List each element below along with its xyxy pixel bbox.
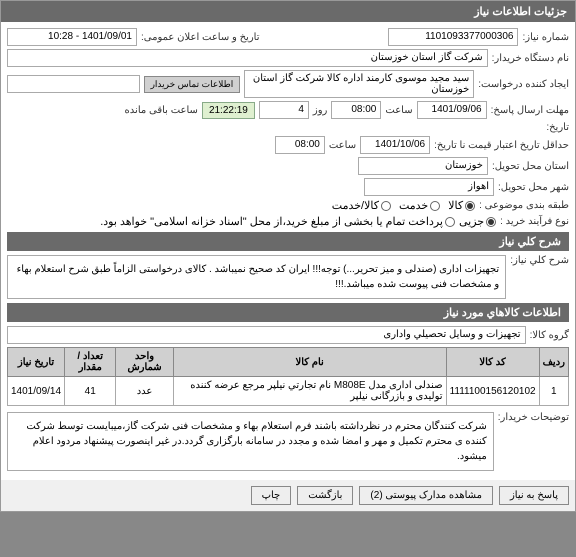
requester-field: سید مجید موسوی کارمند اداره کالا شرکت گا… xyxy=(244,70,474,98)
cell-unit: عدد xyxy=(116,377,173,406)
row-requester: ایجاد کننده درخواست: سید مجید موسوی کارم… xyxy=(7,70,569,98)
attachments-button[interactable]: مشاهده مدارک پیوستی (2) xyxy=(359,486,493,505)
row-category: طبقه بندی موضوعی : کالا خدمت کالا/خدمت xyxy=(7,199,569,212)
radio-goods-service[interactable]: کالا/خدمت xyxy=(332,199,391,212)
deadline-date-field: 1401/09/06 xyxy=(417,101,487,119)
row-city: شهر محل تحویل: اهواز xyxy=(7,178,569,196)
buyer-label: نام دستگاه خریدار: xyxy=(492,53,569,64)
radio-process-full[interactable]: پرداخت تمام یا بخشی از مبلغ خرید،از محل … xyxy=(100,215,455,228)
history-label: تاریخ: xyxy=(546,122,569,133)
goods-table: ردیف کد کالا نام کالا واحد شمارش تعداد /… xyxy=(7,347,569,406)
button-row: پاسخ به نیاز مشاهده مدارک پیوستی (2) باز… xyxy=(1,480,575,511)
main-panel: جزئیات اطلاعات نیاز شماره نیاز: 11010933… xyxy=(0,0,576,512)
row-province: استان محل تحویل: خوزستان xyxy=(7,157,569,175)
reply-button[interactable]: پاسخ به نیاز xyxy=(499,486,569,505)
province-label: استان محل تحویل: xyxy=(492,161,569,172)
cell-qty: 41 xyxy=(65,377,116,406)
row-process: نوع فرآیند خرید : جزیی پرداخت تمام یا بخ… xyxy=(7,215,569,228)
need-number-label: شماره نیاز: xyxy=(522,32,569,43)
radio-goods-service-label: کالا/خدمت xyxy=(332,199,379,212)
province-field: خوزستان xyxy=(358,157,488,175)
deadline-day-field: 4 xyxy=(259,101,309,119)
print-button[interactable]: چاپ xyxy=(251,486,292,505)
cell-row-num: 1 xyxy=(539,377,568,406)
col-date: تاریخ نیاز xyxy=(8,348,65,377)
radio-partial-label: جزیی xyxy=(459,215,484,228)
radio-dot-goods-service xyxy=(381,201,391,211)
contact-info-button[interactable]: اطلاعات تماس خریدار xyxy=(144,76,241,93)
price-valid-label: حداقل تاریخ اعتبار قیمت نا تاریخ: xyxy=(434,140,569,151)
row-buyer-notes: توضیحات خریدار: شرکت کنندگان محترم در نظ… xyxy=(7,412,569,471)
city-label: شهر محل تحویل: xyxy=(498,182,569,193)
row-price-valid: حداقل تاریخ اعتبار قیمت نا تاریخ: 1401/1… xyxy=(7,136,569,154)
contact-empty-field xyxy=(7,75,140,93)
panel-body: شماره نیاز: 1101093377000306 تاریخ و ساع… xyxy=(1,22,575,480)
table-header-row: ردیف کد کالا نام کالا واحد شمارش تعداد /… xyxy=(8,348,569,377)
desc-section-header: شرح کلي نیاز xyxy=(7,232,569,251)
row-desc: شرح کلي نیاز: تجهیزات اداری (صندلی و میز… xyxy=(7,255,569,299)
requester-label: ایجاد کننده درخواست: xyxy=(478,79,569,90)
buyer-notes-label: توضیحات خریدار: xyxy=(498,412,569,423)
countdown-timer: 21:22:19 xyxy=(202,102,255,119)
goods-group-field: تجهیزات و وسایل تحصیلي واداری xyxy=(7,326,526,344)
price-valid-hour-field: 08:00 xyxy=(275,136,325,154)
row-deadline: مهلت ارسال پاسخ: 1401/09/06 ساعت 08:00 ر… xyxy=(7,101,569,119)
goods-section-header: اطلاعات کالاهاي مورد نیاز xyxy=(7,303,569,322)
radio-dot-service xyxy=(430,201,440,211)
deadline-hour-field: 08:00 xyxy=(331,101,381,119)
cell-date: 1401/09/14 xyxy=(8,377,65,406)
panel-header: جزئیات اطلاعات نیاز xyxy=(1,1,575,22)
desc-text: تجهیزات اداری (صندلی و میز تحریر...) توج… xyxy=(7,255,506,299)
price-valid-date-field: 1401/10/06 xyxy=(360,136,430,154)
radio-dot-partial xyxy=(486,217,496,227)
col-code: کد کالا xyxy=(446,348,539,377)
radio-service-label: خدمت xyxy=(399,199,428,212)
price-valid-hour-label: ساعت xyxy=(329,140,356,151)
cell-name: صندلی اداری مدل M808E نام تجارتي نیلپر م… xyxy=(173,377,446,406)
table-row[interactable]: 1 1111100156120102 صندلی اداری مدل M808E… xyxy=(8,377,569,406)
back-button[interactable]: بازگشت xyxy=(297,486,353,505)
announce-date-label: تاریخ و ساعت اعلان عمومی: xyxy=(141,32,260,43)
col-qty: تعداد / مقدار xyxy=(65,348,116,377)
row-need-number: شماره نیاز: 1101093377000306 تاریخ و ساع… xyxy=(7,28,569,46)
deadline-hour-label: ساعت xyxy=(385,105,412,116)
row-history: تاریخ: xyxy=(7,122,569,133)
cell-code: 1111100156120102 xyxy=(446,377,539,406)
row-goods-group: گروه کالا: تجهیزات و وسایل تحصیلي واداری xyxy=(7,326,569,344)
deadline-label: مهلت ارسال پاسخ: xyxy=(491,105,569,116)
process-label: نوع فرآیند خرید : xyxy=(500,216,569,227)
radio-goods[interactable]: کالا xyxy=(448,199,475,212)
radio-service[interactable]: خدمت xyxy=(399,199,440,212)
col-name: نام کالا xyxy=(173,348,446,377)
deadline-day-label: روز xyxy=(313,105,328,116)
radio-dot-full xyxy=(445,217,455,227)
radio-full-label: پرداخت تمام یا بخشی از مبلغ خرید،از محل … xyxy=(100,215,443,228)
row-buyer: نام دستگاه خریدار: شرکت گاز استان خوزستا… xyxy=(7,49,569,67)
announce-date-field: 1401/09/01 - 10:28 xyxy=(7,28,137,46)
need-number-field: 1101093377000306 xyxy=(388,28,518,46)
desc-label: شرح کلي نیاز: xyxy=(510,255,569,266)
radio-process-partial[interactable]: جزیی xyxy=(459,215,496,228)
remaining-label: ساعت باقی مانده xyxy=(125,105,198,116)
radio-goods-label: کالا xyxy=(448,199,463,212)
category-label: طبقه بندی موضوعی : xyxy=(479,200,569,211)
buyer-field: شرکت گاز استان خوزستان xyxy=(7,49,488,67)
category-radio-group: کالا خدمت کالا/خدمت xyxy=(332,199,475,212)
panel-title: جزئیات اطلاعات نیاز xyxy=(474,6,567,18)
col-row-num: ردیف xyxy=(539,348,568,377)
radio-dot-goods xyxy=(465,201,475,211)
buyer-notes-text: شرکت کنندگان محترم در نظرداشته باشند فرم… xyxy=(7,412,494,471)
col-unit: واحد شمارش xyxy=(116,348,173,377)
goods-group-label: گروه کالا: xyxy=(530,330,569,341)
city-field: اهواز xyxy=(364,178,494,196)
